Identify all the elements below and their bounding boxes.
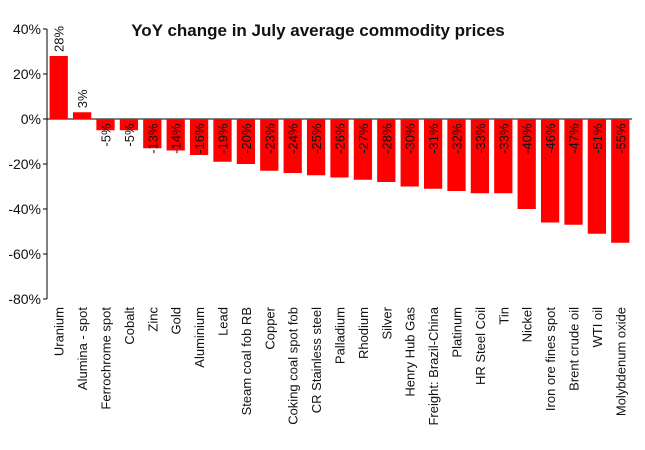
y-tick-label: 40% <box>13 21 41 37</box>
y-tick-label: 20% <box>13 66 41 82</box>
data-label: -30% <box>403 123 418 154</box>
bar <box>377 119 396 182</box>
data-label: -14% <box>169 123 184 154</box>
bar <box>213 119 232 162</box>
data-label: -51% <box>590 123 605 154</box>
data-label: -23% <box>262 123 277 154</box>
category-label: Copper <box>262 306 277 349</box>
bar <box>540 119 560 223</box>
bar <box>470 119 490 194</box>
category-label: Ferrochrome spot <box>99 307 114 410</box>
bar <box>587 119 607 234</box>
category-label: Zinc <box>145 307 160 332</box>
data-label: -32% <box>450 123 465 154</box>
bar <box>447 119 466 191</box>
data-label: -26% <box>333 123 348 154</box>
bar <box>49 56 68 119</box>
bar <box>166 119 185 151</box>
data-label: -55% <box>613 123 628 154</box>
bar <box>96 119 115 131</box>
category-label: Aluminium <box>192 307 207 368</box>
data-label: -46% <box>543 123 558 154</box>
data-label: -33% <box>473 123 488 154</box>
data-label: -24% <box>286 123 301 154</box>
bar <box>423 119 443 189</box>
category-label: Cobalt <box>122 307 137 345</box>
data-label-group: 28%3%-5% -5% -13% -14% -16% -19% -20% -23% -24% -… <box>52 26 629 154</box>
category-label: Silver <box>379 306 394 339</box>
data-label: -28% <box>379 123 394 154</box>
category-label-group: Uranium Alumina - spot Ferrochrome spot Cob… <box>52 306 629 425</box>
y-tick-label: 0% <box>21 111 41 127</box>
data-label: -16% <box>192 123 207 154</box>
data-label: -47% <box>567 123 582 154</box>
category-label: Henry Hub Gas <box>403 307 418 397</box>
bar <box>564 119 583 225</box>
bar <box>260 119 279 171</box>
category-label: Freight: Brazil-China <box>426 306 441 425</box>
category-label: Brent crude oil <box>567 307 582 391</box>
bar <box>330 119 349 178</box>
data-label: -20% <box>239 123 254 154</box>
y-tick-label: -40% <box>8 201 41 217</box>
category-label: CR Stainless steel <box>309 307 324 413</box>
data-label: -5% <box>122 123 137 147</box>
y-tick-label: -80% <box>8 291 41 307</box>
category-label: Rhodium <box>356 307 371 359</box>
category-label: Platinum <box>450 307 465 358</box>
data-label: 3% <box>75 89 90 108</box>
category-label: Iron ore fines spot <box>543 307 558 411</box>
category-label: HR Steel Coil <box>473 307 488 385</box>
bar <box>119 119 139 131</box>
data-label: -5% <box>99 123 114 147</box>
category-label: Molybdenum oxide <box>613 307 628 416</box>
category-label: Lead <box>216 307 231 336</box>
category-label: Steam coal fob RB <box>239 307 254 415</box>
data-label: -33% <box>496 123 511 154</box>
bar <box>236 119 256 164</box>
category-label: Uranium <box>52 307 67 356</box>
category-label: Coking coal spot fob <box>286 307 301 425</box>
bar <box>494 119 513 194</box>
data-label: -13% <box>145 123 160 154</box>
y-tick-label: -20% <box>8 156 41 172</box>
bar <box>143 119 162 149</box>
category-label: Gold <box>169 307 184 334</box>
chart-title: YoY change in July average commodity pri… <box>131 21 505 40</box>
data-label: -27% <box>356 123 371 154</box>
bar <box>400 119 419 187</box>
bar <box>611 119 630 243</box>
data-label: -31% <box>426 123 441 154</box>
data-label: -25% <box>309 123 324 154</box>
data-label: -40% <box>520 123 535 154</box>
category-label: WTI oil <box>590 307 605 348</box>
y-tick-label: -60% <box>8 246 41 262</box>
bar <box>353 119 373 180</box>
data-label: -19% <box>216 123 231 154</box>
data-label: 28% <box>52 26 67 52</box>
bar <box>283 119 302 173</box>
category-label: Nickel <box>520 307 535 343</box>
category-label: Palladium <box>333 307 348 364</box>
bar <box>72 112 92 119</box>
category-label: Alumina - spot <box>75 307 90 390</box>
category-label: Tin <box>496 307 511 325</box>
bar <box>189 119 209 155</box>
bar-series <box>49 56 630 243</box>
bar <box>517 119 536 209</box>
bar <box>306 119 326 176</box>
